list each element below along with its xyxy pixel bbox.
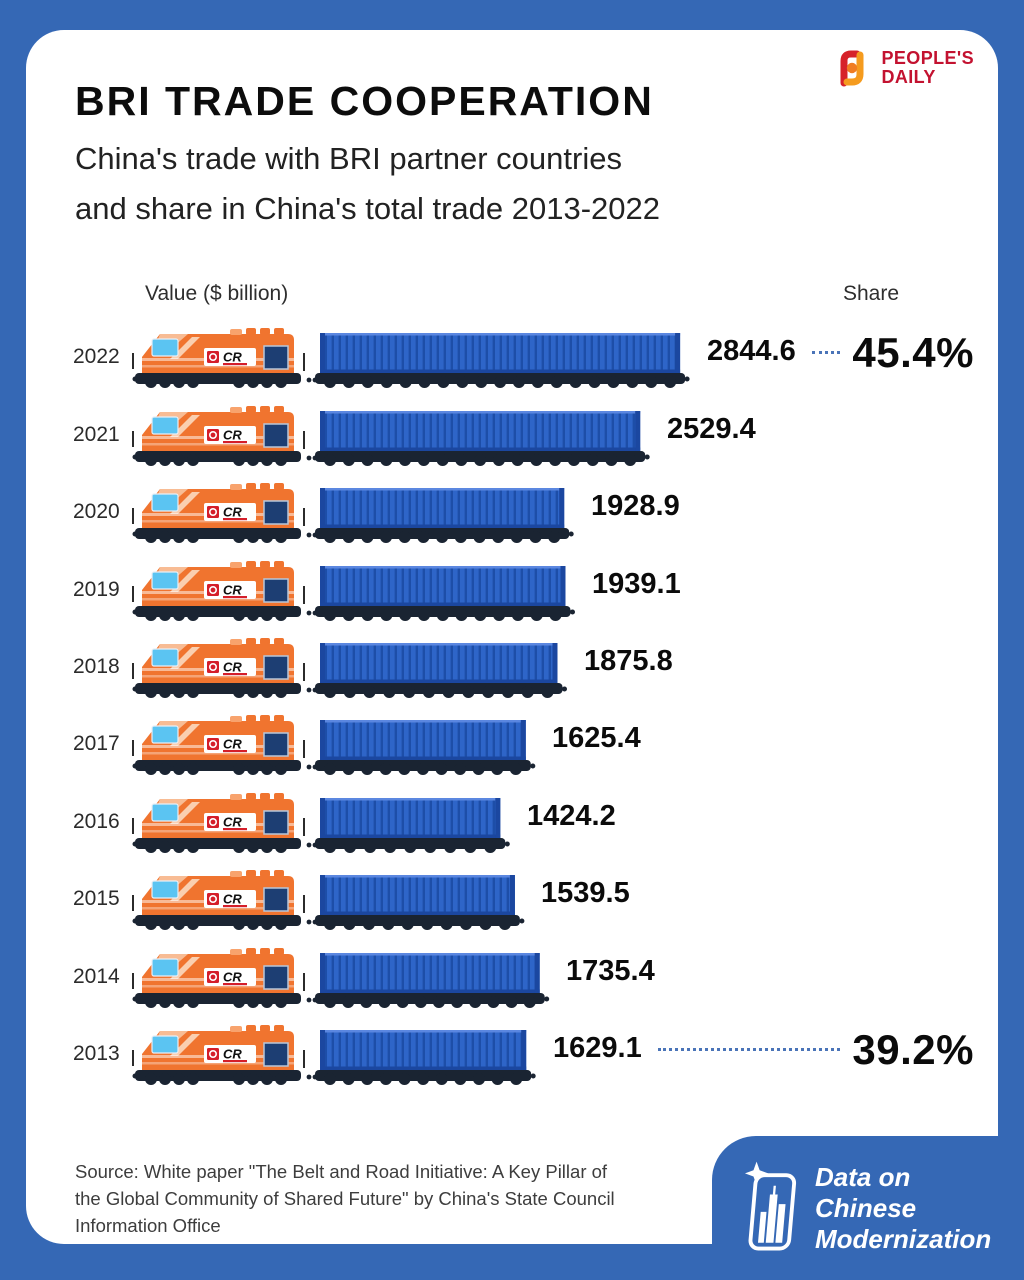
year-label: 2018 — [73, 654, 120, 678]
value-label: 2529.4 — [667, 412, 756, 445]
share-axis-label: Share — [843, 282, 900, 305]
peoples-daily-icon — [840, 50, 864, 87]
year-label: 2019 — [73, 577, 120, 601]
train-bar — [131, 791, 510, 854]
subtitle-line2: and share in China's total trade 2013-20… — [75, 191, 660, 226]
value-label: 1539.5 — [541, 877, 630, 910]
train-bar — [131, 636, 567, 699]
data-on-chinese-modernization-badge: Data on Chinese Modernization — [712, 1136, 1024, 1280]
year-label: 2013 — [73, 1041, 120, 1065]
year-label: 2022 — [73, 345, 120, 369]
train-bar — [131, 482, 574, 545]
value-label: 1928.9 — [591, 490, 680, 523]
train-bar — [131, 1023, 536, 1086]
brand-line1: PEOPLE'S — [881, 48, 974, 68]
leader-dotted-line — [657, 1047, 841, 1051]
share-label: 39.2% — [852, 1025, 974, 1073]
source-text: Source: White paper "The Belt and Road I… — [75, 1161, 615, 1236]
chart-row: 2015 1539.5 — [26, 854, 998, 932]
badge-line1: Data on — [815, 1161, 911, 1192]
train-bar — [131, 869, 525, 932]
value-label: 1939.1 — [592, 567, 681, 600]
peoples-daily-wordmark: PEOPLE'S DAILY — [881, 49, 974, 87]
subtitle-line1: China's trade with BRI partner countries — [75, 141, 622, 176]
chart-row: 2019 1939.1 — [26, 544, 998, 622]
city-skyline-icon — [744, 1161, 797, 1251]
badge-text: Data on Chinese Modernization — [815, 1162, 991, 1255]
share-label: 45.4% — [852, 329, 974, 377]
badge-line3: Modernization — [815, 1223, 992, 1254]
value-label: 1735.4 — [566, 954, 655, 987]
page-subtitle: China's trade with BRI partner countries… — [75, 134, 660, 234]
value-label: 1625.4 — [552, 722, 641, 755]
brand-line2: DAILY — [881, 67, 936, 87]
value-label: 1875.8 — [584, 644, 673, 677]
value-axis-label: Value ($ billion) — [145, 282, 289, 305]
chart-rows: 2022 2844.6 45.4% 2021 2529.4 2020 1928.9 20… — [26, 312, 998, 1086]
leader-dotted-line — [811, 351, 841, 355]
chart-row: 2022 2844.6 45.4% — [26, 312, 998, 390]
train-bar — [131, 714, 536, 777]
page-title: BRI TRADE COOPERATION — [75, 78, 654, 124]
year-label: 2016 — [73, 809, 120, 833]
train-bar — [131, 404, 650, 467]
badge-line2: Chinese — [815, 1192, 917, 1223]
chart-row: 2020 1928.9 — [26, 467, 998, 545]
infographic-card: PEOPLE'S DAILY BRI TRADE COOPERATION Chi… — [26, 30, 998, 1244]
year-label: 2014 — [73, 964, 120, 988]
train-bar — [131, 946, 550, 1009]
chart-row: 2017 1625.4 — [26, 699, 998, 777]
train-bar — [131, 559, 575, 622]
chart-row: 2014 1735.4 — [26, 931, 998, 1009]
chart-row: 2016 1424.2 — [26, 776, 998, 854]
year-label: 2020 — [73, 500, 120, 524]
chart-row: 2013 1629.1 39.2% — [26, 1009, 998, 1086]
chart-row: 2021 2529.4 — [26, 389, 998, 467]
value-label: 1629.1 — [553, 1031, 642, 1064]
train-bar — [131, 327, 690, 390]
year-label: 2015 — [73, 887, 120, 911]
year-label: 2017 — [73, 732, 120, 756]
value-label: 2844.6 — [707, 335, 796, 368]
chart-row: 2018 1875.8 — [26, 622, 998, 699]
year-label: 2021 — [73, 422, 120, 446]
value-label: 1424.2 — [527, 799, 616, 832]
peoples-daily-logo: PEOPLE'S DAILY — [830, 46, 974, 90]
